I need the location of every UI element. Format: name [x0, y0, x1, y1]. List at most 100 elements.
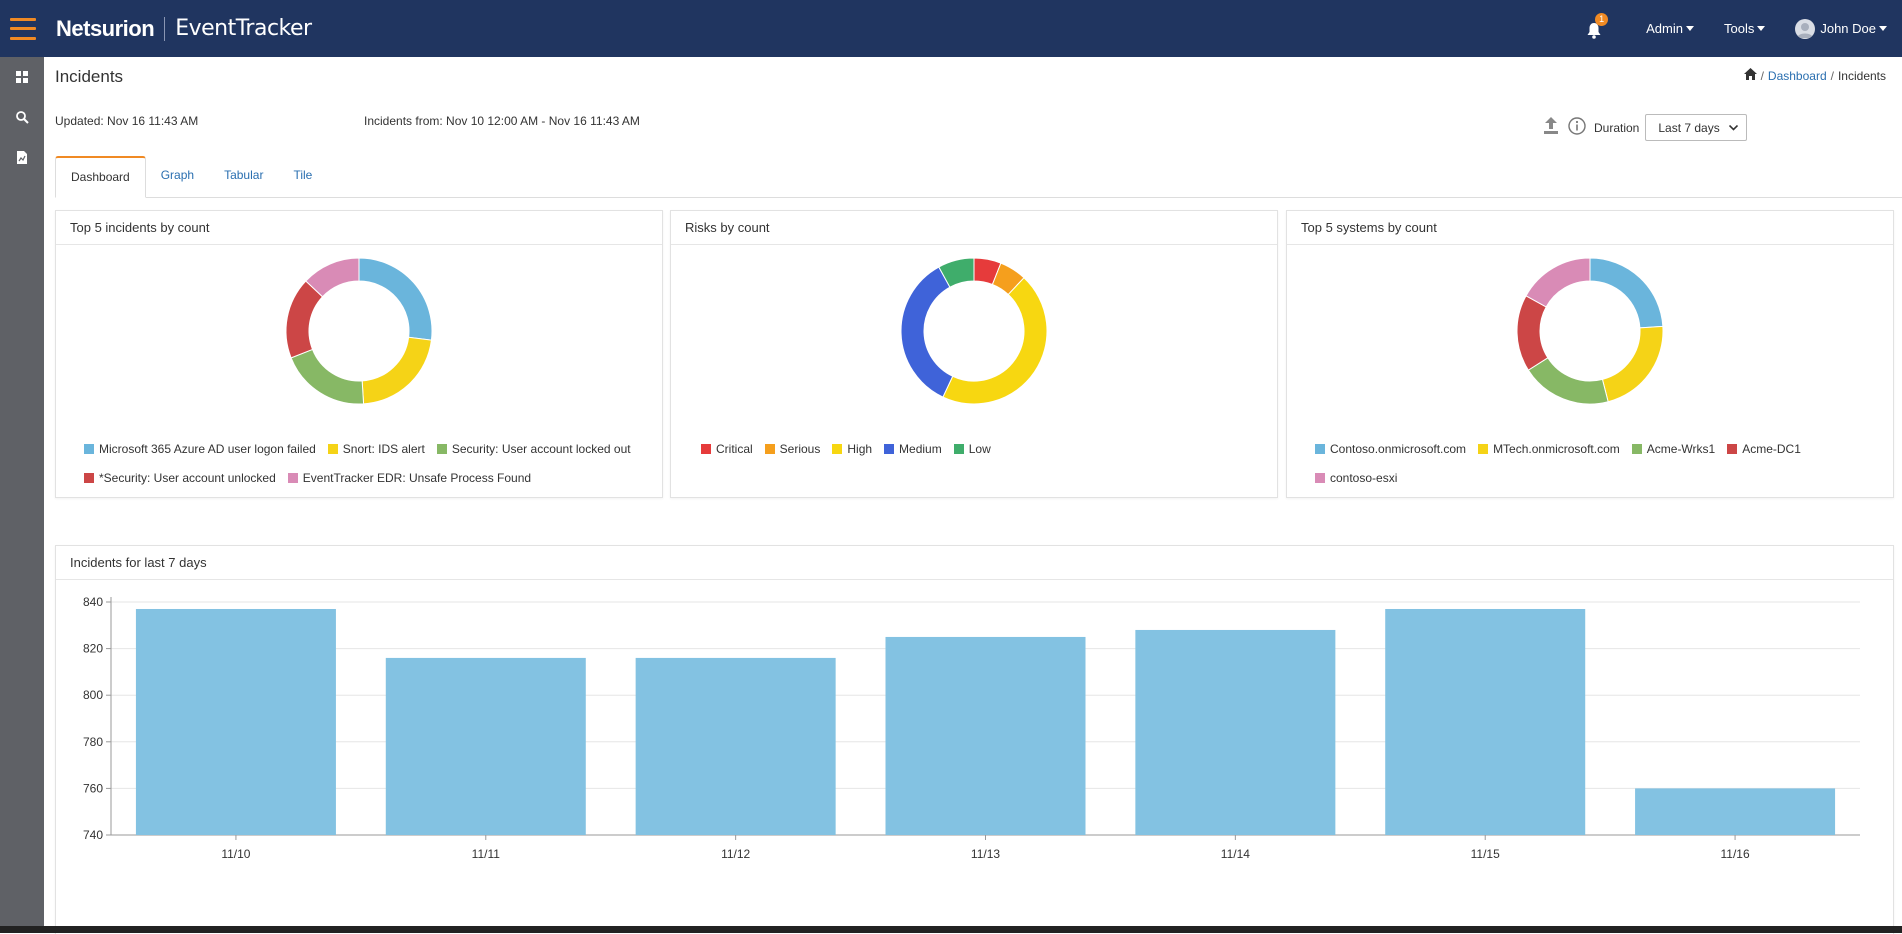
home-icon[interactable] — [1743, 68, 1757, 83]
tab-tabular[interactable]: Tabular — [224, 168, 264, 182]
duration-select[interactable]: Last 7 days — [1645, 114, 1748, 141]
legend-swatch — [1478, 444, 1489, 454]
donut-slice[interactable] — [1516, 295, 1549, 371]
hamburger-menu-icon[interactable] — [10, 17, 36, 40]
tools-menu-label: Tools — [1723, 21, 1755, 36]
legend-swatch — [953, 444, 964, 454]
donut-slice[interactable] — [1589, 257, 1664, 329]
avatar — [1795, 18, 1816, 39]
risks-donut-chart — [900, 257, 1048, 405]
legend-item[interactable]: Acme-DC1 — [1727, 439, 1801, 459]
legend-item[interactable]: contoso-esxi — [1315, 468, 1397, 488]
legend-label: Medium — [899, 442, 942, 456]
panel-title: Incidents for last 7 days — [56, 546, 1893, 580]
y-tick-label: 800 — [83, 688, 103, 702]
y-tick-label: 760 — [83, 781, 103, 795]
bar[interactable] — [1385, 608, 1586, 835]
x-tick-label: 11/15 — [1471, 847, 1500, 861]
bar[interactable] — [1135, 629, 1336, 835]
brand-divider — [164, 16, 166, 41]
legend-item[interactable]: Medium — [884, 439, 942, 459]
donut-slice[interactable] — [1527, 357, 1609, 405]
admin-menu[interactable]: Admin — [1646, 21, 1694, 36]
x-tick-label: 11/16 — [1721, 847, 1750, 861]
legend-swatch — [1315, 473, 1325, 483]
legend-item[interactable]: High — [832, 439, 872, 459]
user-name: John Doe — [1820, 21, 1876, 36]
legend-swatch — [436, 444, 447, 454]
donut-slice[interactable] — [900, 266, 954, 398]
donut-slice[interactable] — [358, 257, 433, 341]
x-tick-label: 11/14 — [1221, 847, 1250, 861]
legend-item[interactable]: Serious — [764, 439, 820, 459]
donut-slice[interactable] — [361, 336, 432, 405]
navbar-right: 1 Admin Tools John Doe — [1586, 0, 1902, 57]
donut-slice[interactable] — [1525, 257, 1591, 308]
dashboard-icon[interactable] — [0, 57, 44, 97]
donut-slice[interactable] — [290, 348, 365, 405]
legend-label: Critical — [716, 442, 753, 456]
tools-menu[interactable]: Tools — [1723, 21, 1766, 36]
y-tick-label: 780 — [83, 735, 103, 749]
legend-item[interactable]: *Security: User account unlocked — [84, 468, 276, 488]
donut-slice[interactable] — [942, 277, 1048, 405]
updated-time: Updated: Nov 16 11:43 AM — [55, 114, 199, 128]
panel-title: Top 5 incidents by count — [56, 211, 662, 245]
y-tick-label: 840 — [83, 595, 103, 609]
risks-legend: Critical Serious High Medium Low — [701, 439, 1261, 468]
legend-item[interactable]: Contoso.onmicrosoft.com — [1315, 439, 1466, 459]
donut-slice[interactable] — [1601, 325, 1664, 403]
export-icon[interactable] — [1544, 117, 1558, 138]
bar[interactable] — [885, 636, 1086, 835]
legend-swatch — [1631, 444, 1642, 454]
x-tick-label: 11/12 — [721, 847, 750, 861]
tab-tile[interactable]: Tile — [293, 168, 313, 182]
legend-swatch — [701, 444, 711, 454]
bar[interactable] — [385, 657, 586, 835]
donut-slice[interactable] — [285, 280, 324, 359]
legend-item[interactable]: Microsoft 365 Azure AD user logon failed — [84, 439, 316, 459]
legend-swatch — [84, 473, 94, 483]
panel-title: Risks by count — [671, 211, 1277, 245]
panel-top-systems: Top 5 systems by count Contoso.onmicroso… — [1286, 210, 1894, 498]
view-tabs: Dashboard Graph Tabular Tile — [55, 156, 1902, 198]
tab-dashboard[interactable]: Dashboard — [55, 156, 146, 198]
donut-slice[interactable] — [305, 257, 360, 298]
donut-slice[interactable] — [938, 257, 975, 288]
toolbar: Duration Last 7 days — [1544, 114, 1748, 141]
panel-last-7-days: Incidents for last 7 days 740 760 780 800 82… — [55, 545, 1894, 934]
legend-item[interactable]: Snort: IDS alert — [327, 439, 425, 459]
legend-item[interactable]: MTech.onmicrosoft.com — [1478, 439, 1620, 459]
breadcrumb-dashboard-link[interactable]: Dashboard — [1767, 68, 1827, 83]
bar[interactable] — [1635, 788, 1836, 835]
incident-range: Incidents from: Nov 10 12:00 AM - Nov 16… — [364, 114, 640, 128]
x-tick-label: 11/10 — [221, 847, 250, 861]
brand[interactable]: Netsurion EventTracker — [56, 16, 312, 42]
legend-item[interactable]: Low — [953, 439, 991, 459]
incidents-legend: Microsoft 365 Azure AD user logon failed… — [84, 439, 644, 497]
report-icon[interactable] — [0, 137, 44, 177]
legend-swatch — [1315, 444, 1325, 454]
breadcrumb: / Dashboard / Incidents — [1743, 68, 1886, 83]
legend-item[interactable]: Acme-Wrks1 — [1631, 439, 1715, 459]
tab-graph[interactable]: Graph — [160, 168, 195, 182]
info-icon[interactable] — [1568, 117, 1586, 138]
x-tick-label: 11/13 — [971, 847, 1000, 861]
legend-item[interactable]: Critical — [701, 439, 753, 459]
sidebar — [0, 57, 44, 933]
breadcrumb-separator: / — [1760, 68, 1764, 83]
notification-count-badge: 1 — [1595, 12, 1609, 26]
user-menu[interactable]: John Doe — [1795, 18, 1887, 39]
bar[interactable] — [135, 608, 336, 835]
legend-item[interactable]: Security: User account locked out — [436, 439, 631, 459]
incidents-bar-chart: 740 760 780 800 820 840 11/10 11/11 11/12 11/13 11… — [83, 595, 1860, 861]
legend-swatch — [1727, 444, 1738, 454]
legend-label: MTech.onmicrosoft.com — [1493, 442, 1620, 456]
legend-label: EventTracker EDR: Unsafe Process Found — [302, 471, 532, 485]
bar[interactable] — [635, 657, 836, 835]
notification-bell-icon[interactable]: 1 — [1586, 12, 1609, 39]
legend-item[interactable]: EventTracker EDR: Unsafe Process Found — [287, 468, 532, 488]
admin-menu-label: Admin — [1646, 21, 1683, 36]
legend-label: High — [847, 442, 873, 456]
search-icon[interactable] — [0, 97, 44, 137]
